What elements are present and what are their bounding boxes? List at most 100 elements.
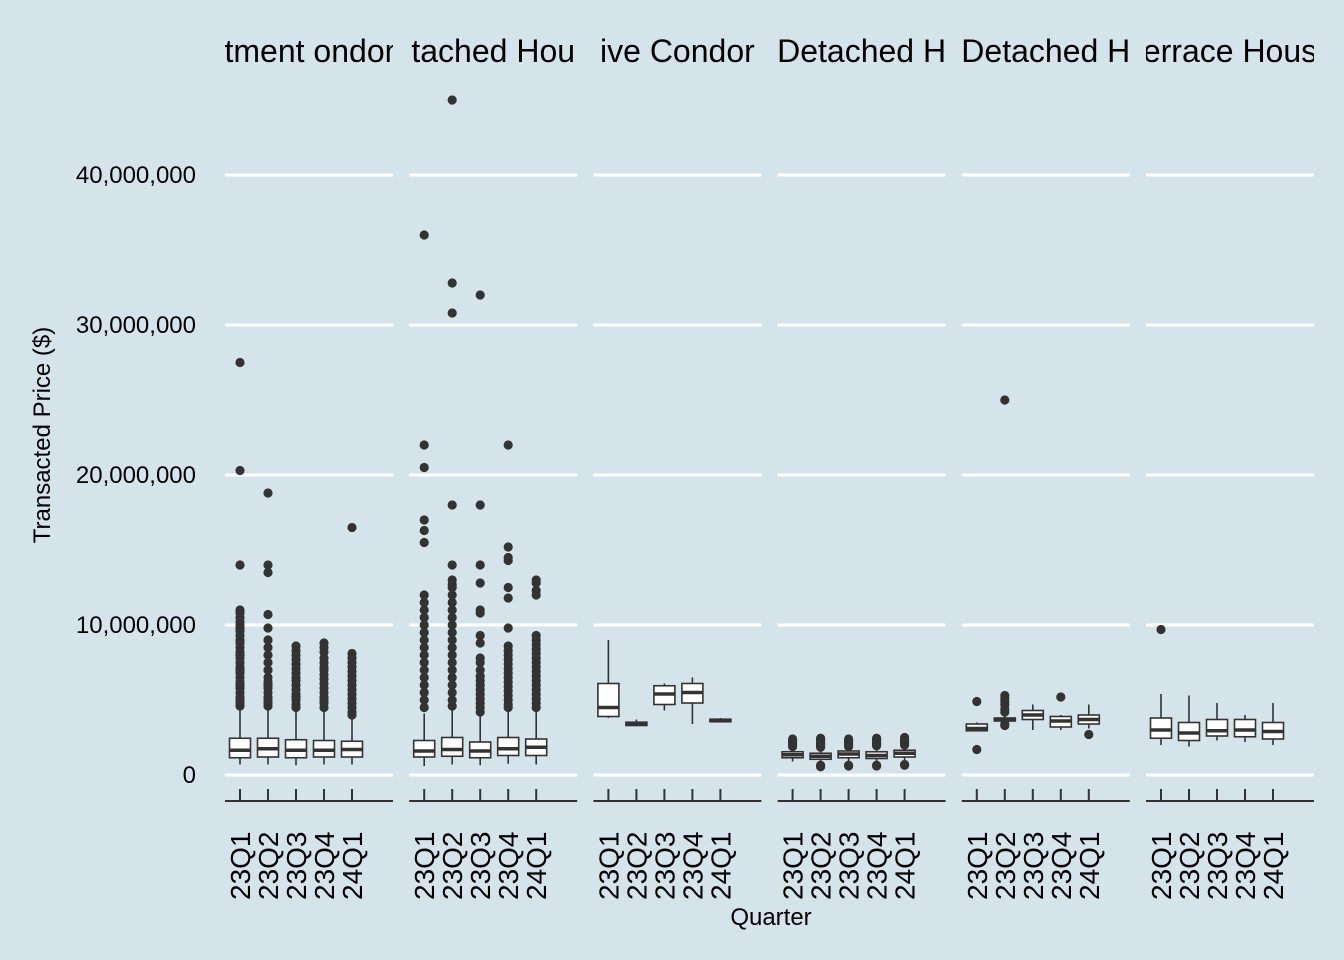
y-tick-label: 30,000,000	[76, 312, 196, 339]
outlier-point	[419, 695, 429, 705]
outlier-point	[872, 741, 882, 751]
facet-panels: Apartment ondominiu23Q123Q223Q323Q424Q1t…	[225, 33, 1317, 901]
x-tick-label: 23Q2	[1174, 832, 1205, 901]
outlier-point	[419, 627, 429, 638]
outlier-point	[475, 608, 485, 618]
box-23Q1	[597, 640, 620, 718]
outlier-point	[447, 620, 457, 630]
x-tick-label: 23Q3	[834, 832, 865, 901]
box-24Q1	[1077, 704, 1101, 740]
outlier-point	[900, 740, 910, 750]
outlier-point	[447, 597, 457, 608]
outlier-point	[503, 440, 513, 450]
box-23Q2	[993, 395, 1017, 731]
panel-title: errace Hous	[1143, 33, 1317, 69]
outlier-point	[263, 665, 273, 675]
outlier-point	[419, 612, 429, 623]
x-tick-label: 23Q2	[990, 832, 1021, 901]
x-tick-label: 23Q4	[862, 832, 893, 901]
outlier-point	[447, 627, 457, 638]
x-tick-label: 24Q1	[1258, 832, 1289, 901]
outlier-point	[900, 760, 910, 770]
outlier-point	[447, 642, 457, 653]
box-23Q4	[865, 733, 888, 771]
outlier-point	[531, 578, 541, 588]
outlier-point	[235, 465, 245, 476]
outlier-point	[263, 567, 273, 578]
box-23Q1	[965, 696, 989, 755]
outlier-point	[419, 590, 429, 600]
x-tick-label: 23Q4	[677, 832, 708, 901]
x-tick-label: 24Q1	[890, 832, 921, 901]
x-tick-label: 23Q3	[465, 832, 496, 901]
outlier-point	[475, 638, 485, 648]
outlier-point	[235, 357, 245, 368]
outlier-point	[503, 593, 513, 603]
outlier-point	[263, 642, 273, 653]
box-iqr	[1205, 718, 1229, 737]
outlier-point	[319, 702, 329, 713]
panel-title: Detached H	[961, 33, 1130, 69]
outlier-point	[447, 635, 457, 645]
outlier-point	[419, 605, 429, 615]
x-tick-label: 24Q1	[705, 832, 736, 901]
outlier-point	[972, 696, 982, 707]
x-tick-label: 23Q1	[409, 832, 440, 901]
box-24Q1	[340, 522, 364, 765]
outlier-point	[1000, 707, 1010, 717]
box-23Q4	[496, 440, 520, 764]
outlier-point	[447, 657, 457, 668]
outlier-point	[788, 741, 798, 752]
x-tick-label: 23Q1	[962, 832, 993, 901]
x-tick-label: 24Q1	[1074, 832, 1105, 901]
outlier-point	[447, 500, 457, 510]
outlier-point	[475, 630, 485, 641]
box-23Q2	[625, 719, 648, 727]
y-tick-label: 10,000,000	[76, 612, 196, 639]
box-iqr	[496, 736, 520, 757]
box-iqr	[597, 682, 620, 718]
outlier-point	[1056, 692, 1066, 702]
box-23Q1	[412, 230, 436, 766]
box-iqr	[440, 736, 464, 758]
box-23Q3	[837, 734, 860, 771]
x-tick-label: 24Q1	[337, 832, 368, 901]
box-23Q3	[653, 683, 676, 711]
outlier-point	[447, 95, 457, 105]
outlier-point	[475, 707, 485, 717]
outlier-point	[447, 605, 457, 615]
x-tick-label: 23Q4	[493, 832, 524, 901]
outlier-point	[531, 590, 541, 600]
outlier-point	[419, 672, 429, 683]
outlier-point	[503, 702, 513, 713]
x-tick-label: 23Q2	[253, 832, 284, 901]
outlier-point	[1156, 624, 1166, 635]
x-tick-label: 23Q1	[778, 832, 809, 901]
box-iqr	[1233, 718, 1257, 738]
x-tick-label: 23Q2	[437, 832, 468, 901]
outlier-point	[816, 762, 826, 772]
outlier-point	[503, 623, 513, 633]
x-tick-label: 23Q3	[649, 832, 680, 901]
box-23Q3	[284, 641, 308, 766]
outlier-point	[263, 609, 273, 620]
outlier-point	[475, 560, 485, 570]
outlier-point	[419, 657, 429, 668]
x-axis-title: Quarter	[730, 904, 811, 931]
outlier-point	[447, 560, 457, 570]
x-tick-label: 23Q4	[1230, 832, 1261, 901]
box-23Q2	[256, 488, 280, 765]
box-23Q2	[1177, 695, 1201, 747]
outlier-point	[263, 701, 273, 711]
box-23Q2	[809, 733, 832, 772]
panel-title: ive Condor	[600, 33, 755, 69]
box-iqr	[228, 737, 252, 759]
box-23Q4	[1049, 692, 1073, 730]
outlier-point	[263, 488, 273, 498]
outlier-point	[419, 702, 429, 713]
outlier-point	[419, 515, 429, 525]
outlier-point	[1084, 729, 1094, 740]
outlier-point	[419, 230, 429, 240]
